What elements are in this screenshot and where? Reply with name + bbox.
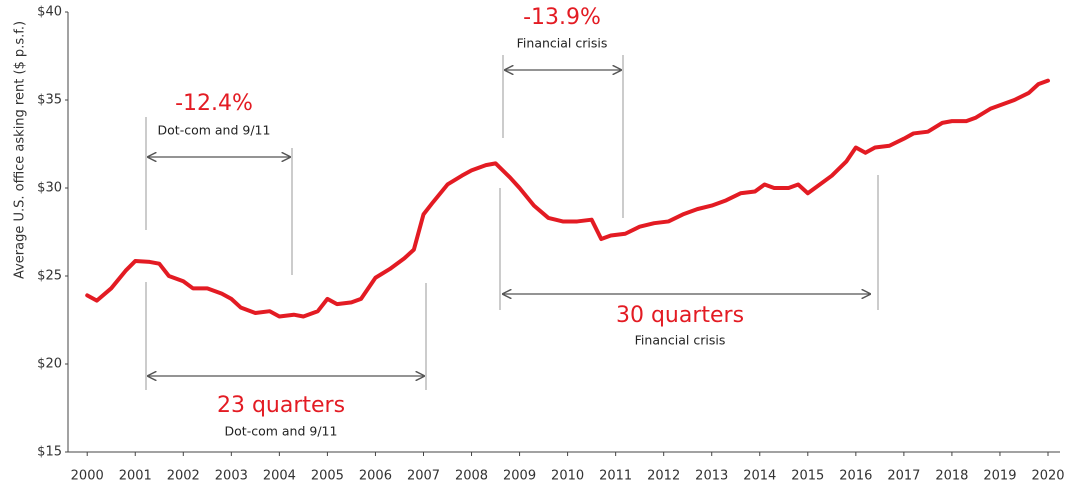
annotation: Financial crisis (517, 36, 608, 51)
y-axis-label: Average U.S. office asking rent ($ p.s.f… (13, 21, 28, 279)
x-tick-label: 2008 (455, 469, 488, 484)
x-tick-label: 2005 (311, 469, 344, 484)
y-tick-label: $15 (37, 445, 62, 460)
annotations: -12.4% Dot-com and 9/11 -13.9% Financial… (145, 5, 879, 439)
y-tick-label: $25 (37, 269, 62, 284)
x-tick-label: 2018 (935, 469, 968, 484)
annotation: Dot-com and 9/11 (158, 123, 271, 138)
y-tick-label: $40 (37, 5, 62, 20)
annotation: Financial crisis (635, 333, 726, 348)
annotation: -12.4% (175, 91, 253, 116)
x-tick-label: 2004 (263, 469, 296, 484)
x-tick-label: 2019 (983, 469, 1016, 484)
x-tick-label: 2011 (599, 469, 632, 484)
y-tick-label: $35 (37, 93, 62, 108)
x-tick-label: 2009 (503, 469, 536, 484)
x-tick-label: 2013 (695, 469, 728, 484)
x-tick-label: 2020 (1031, 469, 1064, 484)
annotation: Dot-com and 9/11 (225, 424, 338, 439)
y-tick-label: $20 (37, 357, 62, 372)
x-tick-label: 2012 (647, 469, 680, 484)
x-tick-label: 2007 (407, 469, 440, 484)
x-tick-label: 2014 (743, 469, 776, 484)
annotation: 23 quarters (217, 393, 345, 418)
x-tick-label: 2016 (839, 469, 872, 484)
y-tick-label: $30 (37, 181, 62, 196)
annotation: 30 quarters (616, 303, 744, 328)
x-tick-label: 2003 (215, 469, 248, 484)
x-tick-label: 2001 (119, 469, 152, 484)
x-tick-label: 2002 (167, 469, 200, 484)
x-tick-label: 2017 (887, 469, 920, 484)
line-series (85, 78, 1050, 319)
x-tick-label: 2006 (359, 469, 392, 484)
x-tick-label: 2015 (791, 469, 824, 484)
x-tick-label: 2010 (551, 469, 584, 484)
annotation: -13.9% (523, 5, 601, 30)
x-tick-label: 2000 (71, 469, 104, 484)
